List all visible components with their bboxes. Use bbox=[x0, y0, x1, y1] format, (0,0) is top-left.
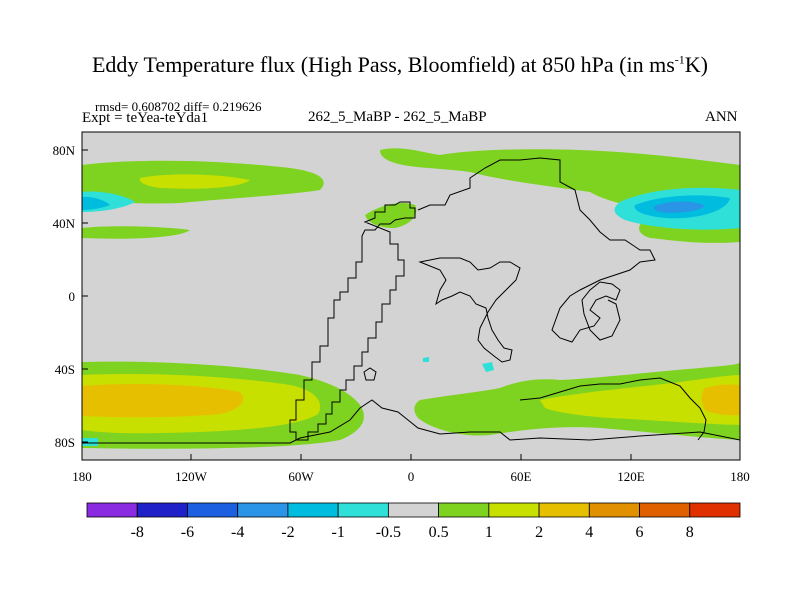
contour-yellow-south2 bbox=[540, 375, 740, 425]
stats-label: rmsd= 0.608702 diff= 0.219626 bbox=[95, 99, 262, 114]
colorbar-label: 2 bbox=[535, 524, 543, 541]
contour-deepblue-neast bbox=[653, 201, 705, 213]
season-label: ANN bbox=[705, 109, 738, 125]
outline-eurasia bbox=[417, 157, 656, 343]
contour-cyan-south-a bbox=[482, 362, 494, 372]
contour-yellow-north bbox=[139, 174, 250, 189]
chart-title: Eddy Temperature flux (High Pass, Bloomf… bbox=[91, 52, 708, 77]
colorbar-box bbox=[488, 502, 540, 518]
colorbar-label: 0.5 bbox=[429, 524, 449, 541]
colorbar-box bbox=[438, 502, 490, 518]
contour-green-europe bbox=[365, 203, 417, 228]
colorbar-box bbox=[337, 502, 389, 518]
colorbar bbox=[86, 502, 741, 518]
y-tick-label: 80N bbox=[53, 143, 76, 158]
colorbar-box bbox=[86, 502, 138, 518]
x-tick-label: 120W bbox=[175, 469, 208, 484]
y-tick-label: 0 bbox=[69, 289, 76, 304]
contour-orange-south2 bbox=[701, 384, 740, 416]
outline-americas bbox=[289, 201, 416, 441]
colorbar-box bbox=[237, 502, 289, 518]
colorbar-labels: -8 -6 -4 -2 -1 -0.5 0.5 1 2 4 6 8 bbox=[131, 524, 694, 541]
x-tick-labels: 180 120W 60W 0 60E 120E 180 bbox=[72, 469, 750, 484]
y-tick-label: 40N bbox=[53, 216, 76, 231]
colorbar-box bbox=[187, 502, 239, 518]
colorbar-label: -2 bbox=[281, 524, 294, 541]
y-tick-labels: 80N 40N 0 40S 80S bbox=[53, 143, 76, 450]
outline-africa bbox=[418, 257, 521, 363]
colorbar-box bbox=[639, 502, 691, 518]
case-label: 262_5_MaBP - 262_5_MaBP bbox=[308, 109, 487, 125]
continent-outlines bbox=[82, 157, 740, 444]
colorbar-label: -8 bbox=[131, 524, 144, 541]
outline-antarctica bbox=[82, 399, 740, 444]
colorbar-label: 1 bbox=[485, 524, 493, 541]
colorbar-box bbox=[538, 502, 590, 518]
contour-cyan-south-b bbox=[423, 357, 429, 362]
experiment-label: Expt = teYea-teYda1 bbox=[82, 110, 209, 126]
contour-blue-nwest bbox=[82, 196, 110, 210]
colorbar-label: 6 bbox=[636, 524, 644, 541]
colorbar-box bbox=[136, 502, 188, 518]
outline-island bbox=[363, 367, 377, 381]
outline-australia bbox=[519, 377, 707, 441]
colorbar-label: -6 bbox=[181, 524, 194, 541]
contour-green-nwest bbox=[82, 226, 190, 239]
colorbar-box bbox=[588, 502, 640, 518]
contour-orange-south bbox=[82, 384, 244, 418]
contour-cyan-south-c bbox=[82, 438, 98, 446]
colorbar-label: 4 bbox=[585, 524, 593, 541]
y-tick-label: 40S bbox=[55, 362, 75, 377]
x-tick-label: 120E bbox=[617, 469, 645, 484]
colorbar-box bbox=[689, 502, 741, 518]
colorbar-label: -0.5 bbox=[376, 524, 401, 541]
colorbar-label: -4 bbox=[231, 524, 244, 541]
colorbar-label: -1 bbox=[331, 524, 344, 541]
colorbar-box bbox=[387, 502, 440, 518]
y-tick-label: 80S bbox=[55, 435, 75, 450]
x-tick-label: 0 bbox=[408, 469, 415, 484]
axis-ticks bbox=[82, 149, 632, 460]
colorbar-box bbox=[287, 502, 339, 518]
map-field bbox=[82, 132, 740, 460]
x-tick-label: 180 bbox=[730, 469, 750, 484]
x-tick-label: 60W bbox=[288, 469, 314, 484]
x-tick-label: 60E bbox=[511, 469, 532, 484]
colorbar-label: 8 bbox=[686, 524, 694, 541]
x-tick-label: 180 bbox=[72, 469, 92, 484]
